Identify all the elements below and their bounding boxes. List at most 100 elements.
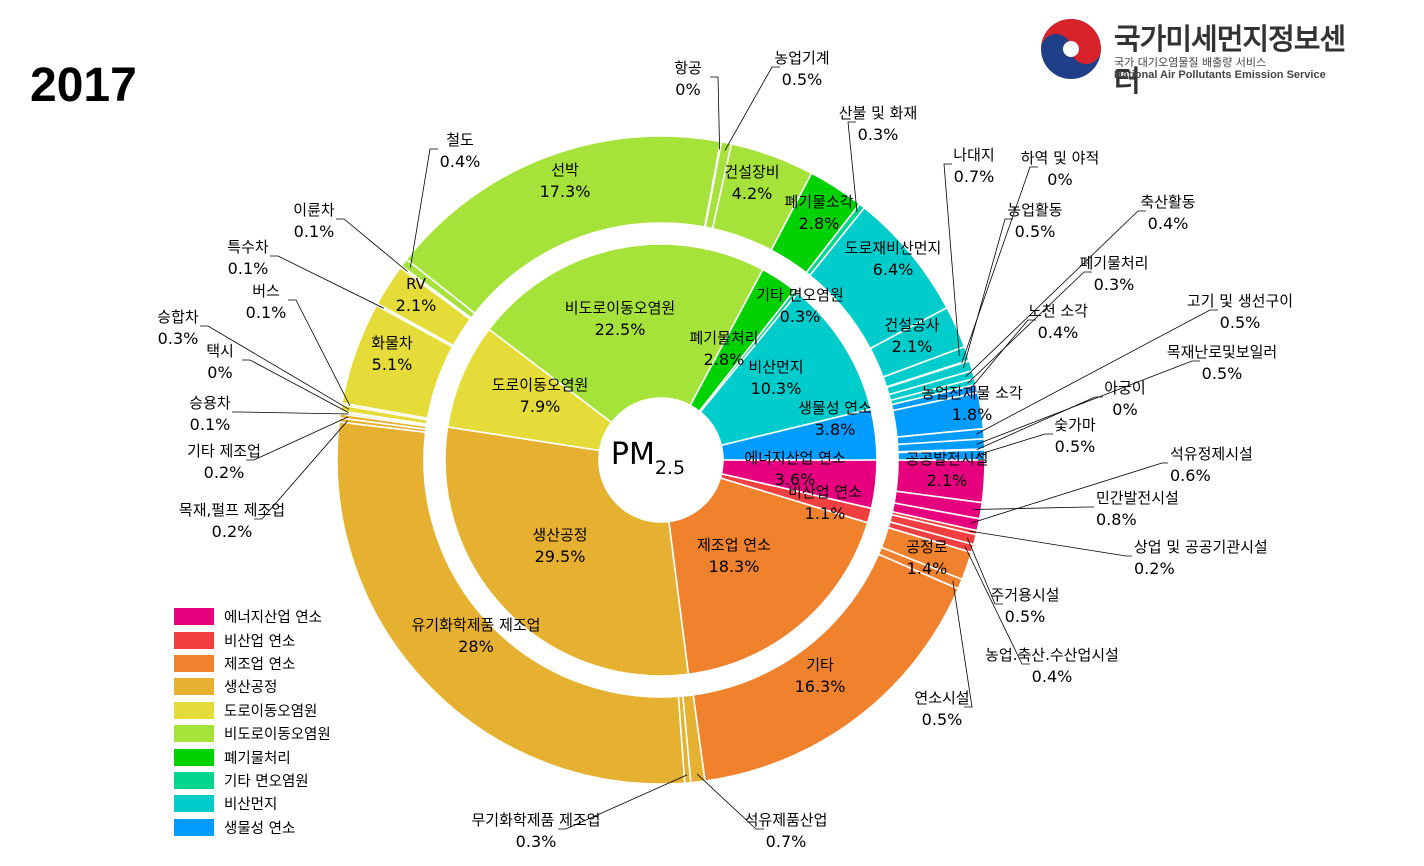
label-value: 0.8% <box>1096 510 1137 529</box>
legend-item: 비도로이동오염원 <box>174 722 331 745</box>
label-name: 에너지산업 연소 <box>744 449 846 467</box>
label-value: 1.1% <box>805 504 846 523</box>
leader-line <box>975 309 1218 435</box>
label-value: 0.3% <box>780 307 821 326</box>
label-value: 0.1% <box>294 222 335 241</box>
label-name: 농업잔재물 소각 <box>921 384 1023 402</box>
legend-swatch <box>174 795 214 813</box>
legend-label: 비산업 연소 <box>224 633 296 650</box>
label-name: 항공 <box>674 59 702 77</box>
label-name: 공정로 <box>906 538 948 556</box>
label-name: 목재,펄프 제조업 <box>179 501 285 519</box>
label-value: 0.4% <box>1038 323 1079 342</box>
label-name: 비도로이동오염원 <box>565 299 675 317</box>
label-name: 철도 <box>446 131 474 149</box>
label-name: 연소시설 <box>914 689 969 707</box>
label-value: 1.4% <box>907 559 948 578</box>
leader-line <box>961 166 1038 364</box>
label-value: 16.3% <box>795 677 846 696</box>
label-value: 7.9% <box>520 397 561 416</box>
label-name: 이륜차 <box>293 201 335 219</box>
label-name: RV <box>406 275 427 293</box>
leader-line <box>966 537 1003 605</box>
label-value: 2.8% <box>704 350 745 369</box>
leader-line <box>847 121 858 213</box>
label-name: 목재난로및보일러 <box>1167 343 1277 361</box>
label-name: 선박 <box>551 161 579 179</box>
legend-label: 비산먼지 <box>224 797 278 814</box>
inner-slice-비산먼지 <box>699 291 872 447</box>
label-value: 0.3% <box>1094 275 1135 294</box>
label-name: 무기화학제품 제조업 <box>472 811 601 829</box>
label-value: 0.6% <box>1170 466 1211 485</box>
label-value: 10.3% <box>751 379 802 398</box>
legend-item: 폐기물처리 <box>174 745 331 768</box>
leader-line <box>710 76 721 150</box>
label-value: 0.1% <box>246 303 287 322</box>
label-name: 기타 <box>806 656 834 674</box>
leader-line <box>200 325 350 410</box>
label-value: 5.1% <box>372 355 413 374</box>
label-name: 도로재비산먼지 <box>845 239 942 257</box>
leader-line <box>968 319 1036 391</box>
label-value: 2.1% <box>396 296 437 315</box>
label-name: 폐기물처리 <box>689 329 758 347</box>
label-value: 2.1% <box>892 337 933 356</box>
legend-swatch <box>174 748 214 766</box>
label-name: 비산먼지 <box>748 358 803 376</box>
label-name: 택시 <box>206 342 234 360</box>
label-value: 0.5% <box>922 710 963 729</box>
label-value: 0.3% <box>158 329 199 348</box>
leader-line <box>973 506 1094 510</box>
legend-item: 에너지산업 연소 <box>174 605 331 628</box>
label-name: 아궁이 <box>1104 379 1145 397</box>
label-value: 0.2% <box>212 522 253 541</box>
label-value: 0.7% <box>954 167 995 186</box>
label-name: 노천 소각 <box>1028 302 1088 320</box>
label-name: 버스 <box>252 282 280 300</box>
outer-ring <box>336 135 986 785</box>
legend-item: 기타 면오염원 <box>174 769 331 792</box>
label-name: 나대지 <box>953 146 994 164</box>
data-labels: 에너지산업 연소3.6%비산업 연소1.1%제조업 연소18.3%생산공정29.… <box>157 49 1293 851</box>
label-value: 18.3% <box>709 557 760 576</box>
inner-slice-비도로이동오염원 <box>487 243 764 424</box>
label-value: 0% <box>675 80 700 99</box>
logo: 국가미세먼지정보센터 국가 대기오염물질 배출량 서비스 National Ai… <box>1036 14 1366 98</box>
label-value: 0.5% <box>1015 222 1056 241</box>
label-name: 주거용시설 <box>990 586 1059 604</box>
label-name: 폐기물처리 <box>1079 254 1148 272</box>
label-name: 제조업 연소 <box>697 536 771 554</box>
leader-line <box>232 411 349 415</box>
leader-line <box>976 360 1200 445</box>
label-value: 0% <box>1112 400 1137 419</box>
leader-line <box>254 420 348 520</box>
label-value: 0% <box>1047 170 1072 189</box>
label-value: 3.6% <box>775 470 816 489</box>
label-name: 건설공사 <box>884 316 939 334</box>
label-value: 0.5% <box>1055 437 1096 456</box>
label-name: 공공발전시설 <box>906 450 989 468</box>
label-name: 비산업 연소 <box>788 483 862 501</box>
label-value: 0.3% <box>858 125 899 144</box>
label-value: 0.5% <box>782 70 823 89</box>
legend-swatch <box>174 678 214 696</box>
center-title: PM2.5 <box>611 437 685 479</box>
label-value: 3.8% <box>815 420 856 439</box>
leader-line <box>970 462 1168 524</box>
label-name: 폐기물소각 <box>784 193 853 211</box>
label-name: 석유정제시설 <box>1170 445 1253 463</box>
legend-label: 생물성 연소 <box>224 820 296 837</box>
label-name: 농업.축산.수산업시설 <box>985 646 1119 664</box>
leader-line <box>242 359 349 414</box>
leader-line <box>724 66 780 151</box>
legend-item: 생물성 연소 <box>174 816 331 839</box>
label-name: 상업 및 공공기관시설 <box>1134 538 1268 556</box>
label-value: 0.5% <box>1005 607 1046 626</box>
legend-item: 생산공정 <box>174 675 331 698</box>
legend-label: 폐기물처리 <box>224 750 291 767</box>
label-name: 유기화학제품 제조업 <box>412 616 541 634</box>
label-name: 축산활동 <box>1140 193 1195 211</box>
leader-line <box>270 255 384 309</box>
legend-label: 생산공정 <box>224 680 278 697</box>
